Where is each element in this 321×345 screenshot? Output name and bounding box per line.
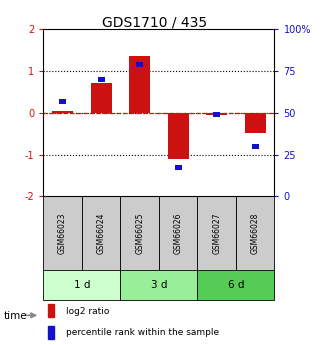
Text: GSM66024: GSM66024 bbox=[97, 212, 106, 254]
Text: time: time bbox=[3, 311, 27, 321]
Text: GSM66023: GSM66023 bbox=[58, 212, 67, 254]
Bar bbox=[48, 326, 54, 339]
Text: GSM66025: GSM66025 bbox=[135, 212, 144, 254]
Bar bbox=[245, 113, 266, 133]
Bar bbox=[120, 196, 159, 270]
Bar bbox=[159, 196, 197, 270]
Text: 6 d: 6 d bbox=[228, 280, 244, 290]
Bar bbox=[136, 62, 143, 67]
Text: 3 d: 3 d bbox=[151, 280, 167, 290]
Text: GSM66026: GSM66026 bbox=[174, 212, 183, 254]
Bar bbox=[236, 196, 274, 270]
Text: GSM66028: GSM66028 bbox=[251, 213, 260, 254]
Bar bbox=[43, 196, 82, 270]
Text: 1 d: 1 d bbox=[74, 280, 90, 290]
Text: log2 ratio: log2 ratio bbox=[66, 307, 110, 316]
Bar bbox=[59, 99, 66, 103]
Bar bbox=[129, 57, 150, 113]
Bar bbox=[43, 270, 120, 300]
Text: percentile rank within the sample: percentile rank within the sample bbox=[66, 328, 220, 337]
Bar bbox=[120, 270, 197, 300]
Bar bbox=[252, 144, 259, 149]
Bar bbox=[91, 83, 112, 113]
Bar bbox=[206, 113, 227, 115]
Bar bbox=[98, 77, 105, 82]
Text: GSM66027: GSM66027 bbox=[212, 212, 221, 254]
Bar bbox=[52, 111, 73, 113]
Bar bbox=[82, 196, 120, 270]
Bar bbox=[213, 112, 220, 117]
Bar bbox=[175, 165, 182, 170]
Bar bbox=[48, 304, 54, 317]
Bar bbox=[197, 270, 274, 300]
Bar bbox=[197, 196, 236, 270]
Bar bbox=[168, 113, 189, 159]
Text: GDS1710 / 435: GDS1710 / 435 bbox=[101, 16, 207, 30]
